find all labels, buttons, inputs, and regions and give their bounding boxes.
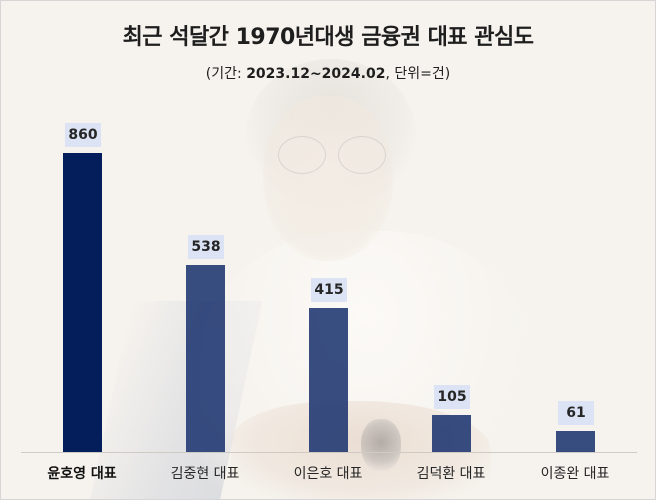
value-label: 538 <box>188 235 224 259</box>
category-label: 김중현 대표 <box>170 466 240 482</box>
photo-face <box>263 96 393 261</box>
subtitle-prefix: (기간: <box>205 66 247 82</box>
bar-5 <box>556 431 595 452</box>
photo-glasses-right <box>338 136 386 174</box>
category-label: 이은호 대표 <box>293 466 363 482</box>
value-label: 61 <box>558 401 594 425</box>
bar-4 <box>432 415 471 452</box>
photo-shirt <box>201 231 531 499</box>
category-label: 김덕환 대표 <box>416 466 486 482</box>
chart-title: 최근 석달간 1970년대생 금융권 대표 관심도 <box>122 25 534 50</box>
photo-glasses-left <box>278 136 326 174</box>
value-label: 860 <box>65 123 101 147</box>
category-label: 윤호영 대표 <box>47 466 117 482</box>
bar-2 <box>186 265 225 452</box>
value-label: 415 <box>311 278 347 302</box>
subtitle-suffix: , 단위=건) <box>385 66 451 82</box>
value-label: 105 <box>434 385 470 409</box>
bar-1 <box>63 153 102 452</box>
category-label: 이종완 대표 <box>540 466 610 482</box>
chart-subtitle: (기간: 2023.12~2024.02, 단위=건) <box>1 63 655 83</box>
x-axis-line <box>21 452 637 453</box>
bar-3 <box>309 308 348 452</box>
subtitle-period: 2023.12~2024.02 <box>246 66 386 82</box>
